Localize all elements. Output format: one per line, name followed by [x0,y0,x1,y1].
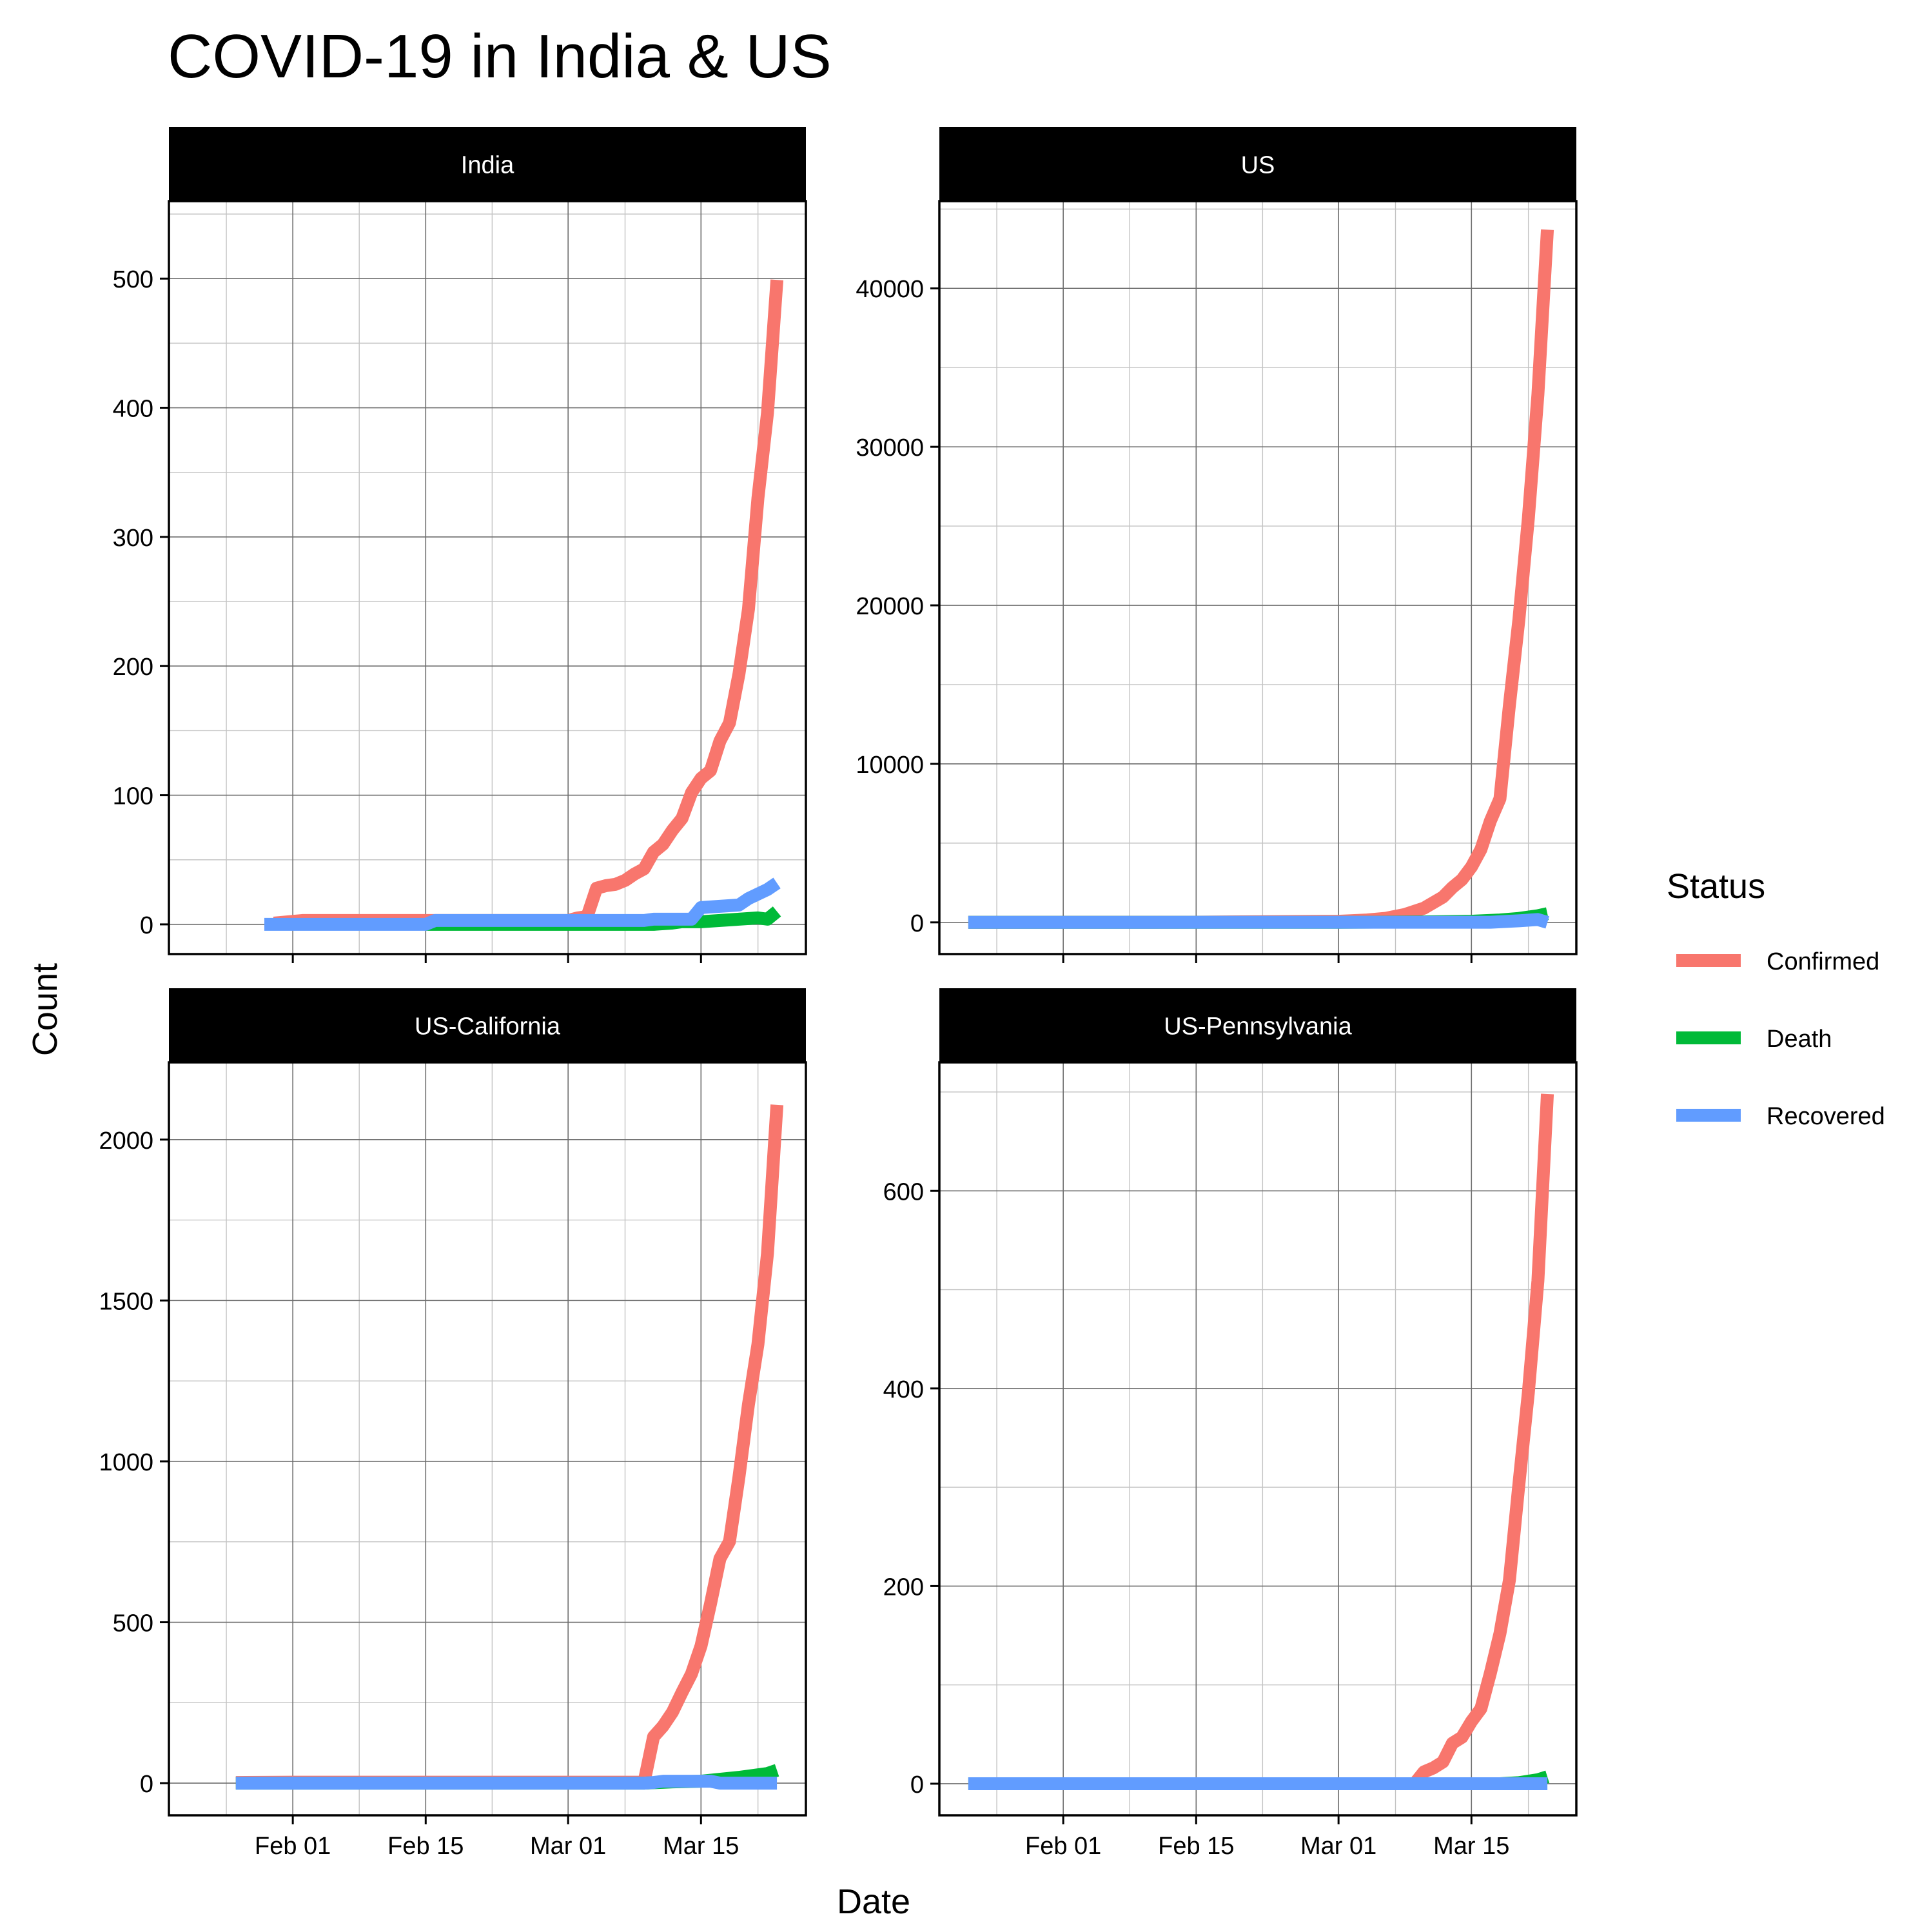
facet-us-pennsylvania: US-Pennsylvania 0 200 400 600 Feb 01 Feb 15 Mar… [883,988,1578,1860]
plot-area-us-pennsylvania [939,1062,1576,1815]
y-tick-label-us-california: 1500 [99,1288,153,1315]
y-tick-label-india: 100 [113,783,153,810]
y-tick-label-india: 500 [113,266,153,293]
panel-border-india [168,200,807,955]
facet-strip-label-us: US [1241,152,1275,179]
facet-india: India 0 100 200 300 400 500 [113,127,807,963]
facet-strip-label-india: India [461,152,514,179]
facet-strip-us-california [169,988,806,1062]
series-line-recovered-us [968,913,1549,929]
plot-area-us-california [169,1062,806,1815]
y-tick-label-us: 10000 [856,752,924,779]
panel-border-us-pennsylvania [938,1061,1578,1817]
chart-title: COVID-19 in India & US [168,22,832,91]
series-line-recovered-us-california [235,1775,778,1790]
x-tick-label-us-pennsylvania: Mar 15 [1433,1833,1509,1860]
legend-label-death: Death [1767,1026,1832,1053]
facet-strip-us-pennsylvania [939,988,1576,1062]
x-axis-label: Date [837,1882,910,1921]
y-tick-label-us-california: 0 [140,1771,153,1798]
facet-us: US 0 10000 20000 30000 40000 [856,127,1578,963]
y-tick-label-us-pennsylvania: 200 [883,1574,924,1601]
series-line-recovered-india [264,877,781,931]
x-tick-label-us-pennsylvania: Feb 15 [1158,1833,1234,1860]
x-tick-label-us-california: Mar 01 [530,1833,606,1860]
x-tick-label-us-pennsylvania: Feb 01 [1025,1833,1101,1860]
facet-us-california: US-California 0 500 1000 1500 2000 Feb 01 Feb 1… [99,988,807,1860]
y-tick-label-us-pennsylvania: 600 [883,1178,924,1205]
y-tick-label-us-pennsylvania: 0 [910,1771,924,1799]
y-axis-label: Count [26,963,64,1056]
legend-label-recovered: Recovered [1767,1103,1885,1130]
y-tick-label-us-california: 1000 [99,1449,153,1476]
legend-label-confirmed: Confirmed [1767,948,1879,975]
x-tick-label-us-pennsylvania: Mar 01 [1300,1833,1376,1860]
legend-title: Status [1667,867,1765,906]
x-tick-label-us-california: Feb 01 [255,1833,331,1860]
plot-area-india [169,201,806,954]
y-tick-label-us-california: 500 [113,1610,153,1637]
plot-area-us [939,201,1576,954]
legend: Status Confirmed Death Recovered [1667,867,1885,1130]
panel-border-us-california [168,1061,807,1817]
facet-strip-label-us-pennsylvania: US-Pennsylvania [1164,1013,1352,1040]
facet-strip-us [939,127,1576,201]
series-line-confirmed-us-pennsylvania [968,1093,1554,1790]
facet-strip-label-us-california: US-California [415,1013,561,1040]
y-tick-label-india: 400 [113,396,153,423]
x-tick-label-us-california: Feb 15 [387,1833,464,1860]
x-tick-label-us-california: Mar 15 [663,1833,739,1860]
series-line-confirmed-us-california [235,1104,784,1790]
y-tick-label-us: 0 [910,910,924,937]
y-tick-label-us: 20000 [856,593,924,620]
y-tick-label-us: 40000 [856,276,924,303]
y-tick-label-us-california: 2000 [99,1127,153,1155]
y-tick-label-us-pennsylvania: 400 [883,1376,924,1403]
y-tick-label-india: 0 [140,912,153,939]
y-tick-label-india: 200 [113,654,153,681]
y-tick-label-us: 30000 [856,434,924,462]
facet-panels: India0100200300400500US01000020000300004… [99,127,1578,1860]
facet-strip-india [169,127,806,201]
panel-border-us [938,200,1578,955]
y-tick-label-india: 300 [113,525,153,552]
